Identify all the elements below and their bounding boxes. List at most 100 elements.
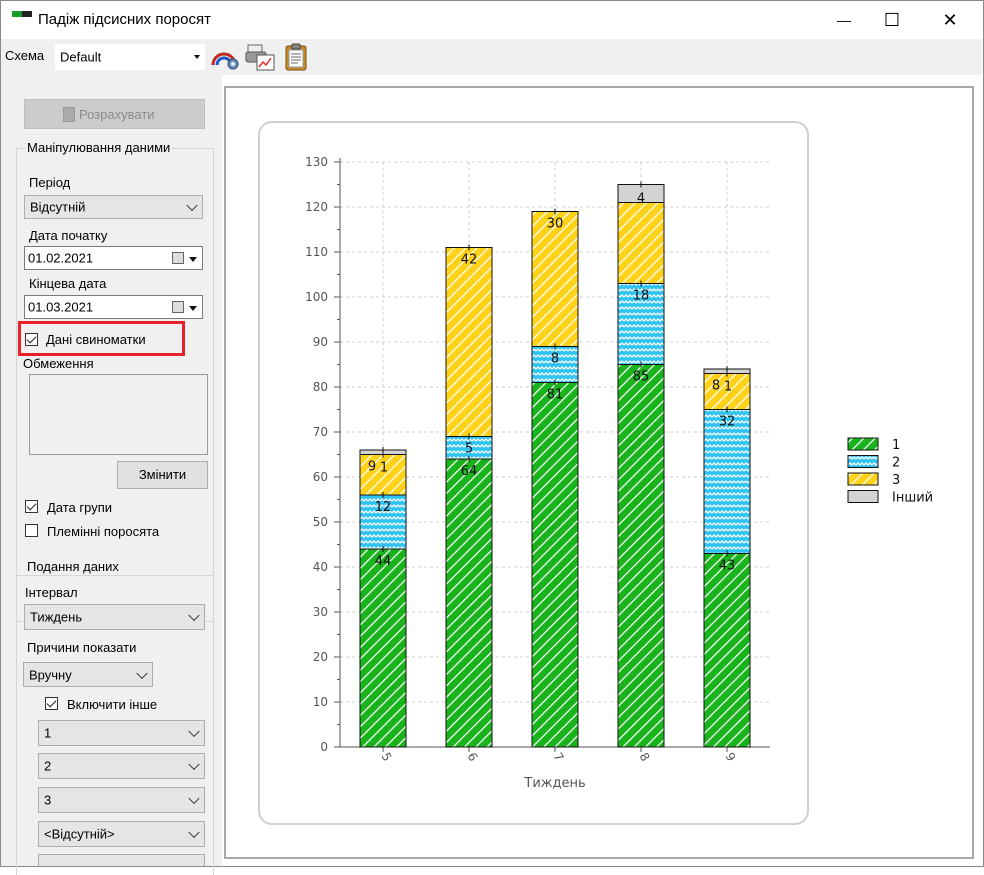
- scheme-value: Default: [60, 49, 102, 65]
- bar-segment: [531, 382, 579, 748]
- bar-segment: [359, 548, 407, 748]
- sow-data-label[interactable]: Дані свиноматки: [46, 332, 146, 347]
- y-tick-label: 110: [305, 245, 328, 259]
- change-label: Змінити: [138, 467, 187, 482]
- interval-label: Інтервал: [25, 585, 78, 600]
- data-label: 1: [380, 461, 388, 476]
- calendar-icon[interactable]: [172, 252, 184, 264]
- period-value: Відсутній: [30, 199, 86, 215]
- sow-data-checkbox[interactable]: [25, 333, 38, 346]
- calculate-label: Розрахувати: [79, 107, 155, 122]
- bar-segment: [703, 553, 751, 748]
- y-tick-label: 60: [313, 470, 328, 484]
- data-label: 30: [547, 217, 564, 232]
- maximize-button[interactable]: ☐: [869, 1, 915, 39]
- reason-select-1[interactable]: 1: [38, 720, 205, 746]
- y-tick-label: 90: [313, 335, 328, 349]
- left-panel: Розрахувати Маніпулювання даними Період …: [1, 75, 222, 875]
- reason-select-2[interactable]: 2: [38, 753, 205, 779]
- interval-select[interactable]: Тиждень: [24, 604, 205, 630]
- data-label: 9: [368, 460, 376, 475]
- start-date-picker[interactable]: 01.02.2021: [24, 246, 203, 270]
- bar-segment: [531, 211, 579, 347]
- minimize-icon: —: [837, 12, 851, 28]
- reasons-value: Вручну: [29, 667, 72, 682]
- dropdown-arrow-icon[interactable]: [189, 306, 197, 311]
- reason-select-4[interactable]: <Відсутній>: [38, 821, 205, 847]
- x-tick-label: 8: [636, 750, 652, 764]
- group-date-checkbox[interactable]: [25, 500, 38, 513]
- y-tick-label: 80: [313, 380, 328, 394]
- group-date-label[interactable]: Дата групи: [47, 500, 113, 515]
- print-preview-icon[interactable]: [245, 42, 277, 72]
- legend-swatch: [847, 437, 879, 451]
- minimize-button[interactable]: —: [821, 1, 867, 39]
- reasons-label: Причини показати: [27, 640, 137, 655]
- bar-segment: [445, 458, 493, 748]
- legend-swatch: [847, 472, 879, 486]
- breeding-piglets-checkbox[interactable]: [25, 524, 38, 537]
- clipboard-icon[interactable]: [283, 42, 309, 72]
- bar-segment: [703, 409, 751, 554]
- data-label: 32: [719, 415, 736, 430]
- breeding-piglets-label[interactable]: Племінні поросята: [47, 524, 160, 539]
- close-button[interactable]: ✕: [927, 1, 973, 39]
- toolbar: Схема Default: [1, 39, 982, 75]
- maximize-icon: ☐: [883, 9, 901, 30]
- reason-select-3[interactable]: 3: [38, 787, 205, 813]
- data-label: 5: [465, 442, 473, 457]
- dropdown-arrow-icon[interactable]: [189, 257, 197, 262]
- bar-segment: [445, 247, 493, 437]
- title-bar: Падіж підсисних поросят — ☐ ✕: [1, 1, 983, 39]
- calculate-button[interactable]: Розрахувати: [24, 99, 205, 129]
- reason-value-2: 2: [44, 758, 52, 774]
- data-label: 43: [719, 559, 736, 574]
- start-date-label: Дата початку: [29, 228, 108, 243]
- chart-settings-icon[interactable]: [210, 43, 240, 71]
- bar-segment: [531, 346, 579, 383]
- reason-value-1: 1: [44, 725, 52, 741]
- y-tick-label: 20: [313, 650, 328, 664]
- y-tick-label: 50: [313, 515, 328, 529]
- y-tick-label: 70: [313, 425, 328, 439]
- period-label: Період: [29, 175, 71, 190]
- y-tick-label: 120: [305, 200, 328, 214]
- scheme-select[interactable]: Default: [55, 44, 205, 70]
- period-select[interactable]: Відсутній: [24, 195, 203, 219]
- x-tick-label: 5: [378, 750, 394, 764]
- legend-swatch: [847, 490, 879, 503]
- bar-segment: [617, 364, 665, 748]
- data-manipulation-title: Маніпулювання даними: [25, 140, 173, 155]
- app-icon: [12, 11, 32, 21]
- include-other-checkbox[interactable]: [45, 697, 58, 710]
- close-icon: ✕: [942, 9, 958, 30]
- calendar-icon[interactable]: [172, 301, 184, 313]
- end-date-picker[interactable]: 01.03.2021: [24, 295, 203, 319]
- legend-label: 2: [892, 456, 900, 471]
- legend-label: 1: [892, 438, 900, 453]
- x-tick-label: 9: [722, 750, 738, 764]
- y-tick-label: 30: [313, 605, 328, 619]
- limits-textarea[interactable]: [29, 374, 208, 455]
- interval-value: Тиждень: [30, 609, 83, 625]
- chart-bars: [359, 184, 751, 748]
- include-other-label[interactable]: Включити інше: [67, 697, 158, 712]
- end-date-label: Кінцева дата: [29, 276, 107, 291]
- data-label: 44: [375, 554, 392, 569]
- change-button[interactable]: Змінити: [117, 461, 208, 489]
- start-date-value: 01.02.2021: [28, 250, 94, 266]
- x-tick-label: 6: [464, 750, 480, 764]
- data-label: 12: [375, 500, 392, 515]
- window-title: Падіж підсисних поросят: [38, 11, 211, 28]
- legend-label: Інший: [892, 491, 933, 506]
- data-view-group: [16, 575, 214, 875]
- x-tick-label: 7: [550, 750, 566, 764]
- y-tick-label: 40: [313, 560, 328, 574]
- x-axis-label: Тиждень: [523, 776, 585, 791]
- data-view-title: Подання даних: [25, 559, 121, 574]
- data-label: 1: [724, 380, 732, 395]
- reasons-select[interactable]: Вручну: [23, 662, 153, 687]
- reason-select-5-partial[interactable]: [38, 854, 205, 866]
